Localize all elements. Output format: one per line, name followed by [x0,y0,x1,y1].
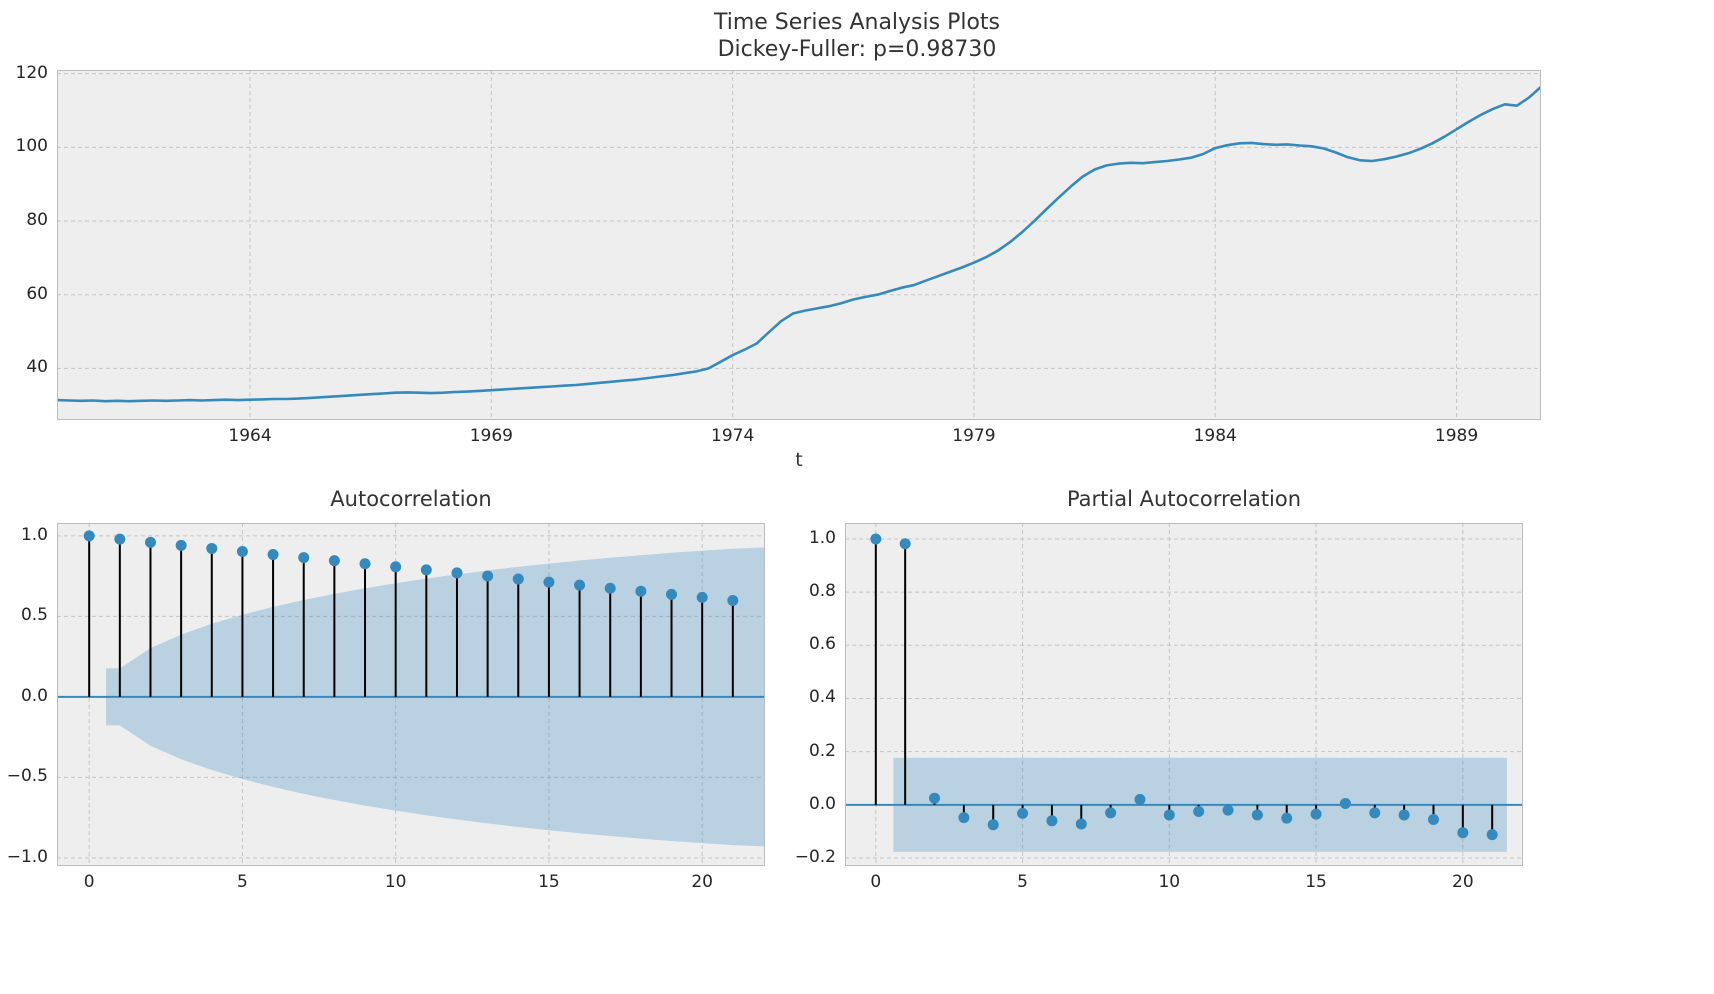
acf-x-tick-label: 10 [384,872,407,892]
timeseries-x-tick-label: 1974 [711,426,755,446]
pacf-x-tick-label: 15 [1305,872,1327,892]
pacf-x-tick-label: 10 [1158,872,1181,892]
pacf-y-tick-label: −0.2 [794,847,836,868]
pacf-y-tick-label: 0.4 [808,687,836,708]
timeseries-y-tick-label: 80 [26,210,48,231]
acf-x-tick-label: 15 [538,872,560,892]
acf-y-tick-label: −0.5 [6,766,48,787]
pacf-y-tick-label: 0.0 [808,794,836,815]
acf-x-tick-label: 20 [691,872,713,892]
pacf-canvas [845,523,1523,866]
pacf-y-tick-label: 0.6 [808,634,836,655]
timeseries-plot: 40 60 80 100 120 1964 1969 1974 1979 1984 1989 [16,64,1541,445]
figure-title-line2: Dickey-Fuller: p=0.98730 [717,36,997,62]
timeseries-y-tick-label: 100 [15,136,48,157]
figure-title-line1: Time Series Analysis Plots [713,10,1001,35]
pacf-y-tick-label: 0.2 [808,740,836,761]
pacf-title: Partial Autocorrelation [1066,487,1302,511]
pacf-y-tick-label: 0.8 [808,581,836,602]
timeseries-x-tick-label: 1969 [469,426,513,446]
acf-x-tick-label: 0 [83,872,95,892]
acf-y-tick-label: 0.0 [20,686,48,707]
timeseries-canvas [57,70,1541,420]
timeseries-x-tick-label: 1984 [1193,426,1237,446]
timeseries-y-tick-label: 120 [15,62,48,83]
acf-y-tick-label: 1.0 [20,525,48,546]
acf-canvas [57,523,765,866]
acf-x-tick-label: 5 [237,872,248,892]
timeseries-x-tick-label: 1989 [1434,426,1479,446]
figure-title: Time Series Analysis Plots Dickey-Fuller… [0,10,1714,64]
pacf-x-tick-label: 0 [870,872,882,892]
pacf-x-tick-label: 20 [1452,872,1474,892]
timeseries-y-tick-label: 60 [26,283,48,304]
timeseries-xlabel: t [795,449,803,471]
pacf-y-tick-label: 1.0 [808,528,836,549]
acf-title: Autocorrelation [330,487,492,511]
acf-plot: 1.0 0.5 0.0 −0.5 −1.0 0 5 10 15 20 [7,523,765,891]
acf-y-tick-label: 0.5 [20,605,48,626]
pacf-x-tick-label: 5 [1017,872,1028,892]
acf-y-tick-label: −1.0 [6,847,48,868]
pacf-plot: 1.0 0.8 0.6 0.4 0.2 0.0 −0.2 0 5 10 15 20 [795,523,1523,891]
timeseries-x-tick-label: 1979 [952,426,996,446]
timeseries-y-tick-label: 40 [26,357,48,378]
timeseries-x-tick-label: 1964 [228,426,272,446]
